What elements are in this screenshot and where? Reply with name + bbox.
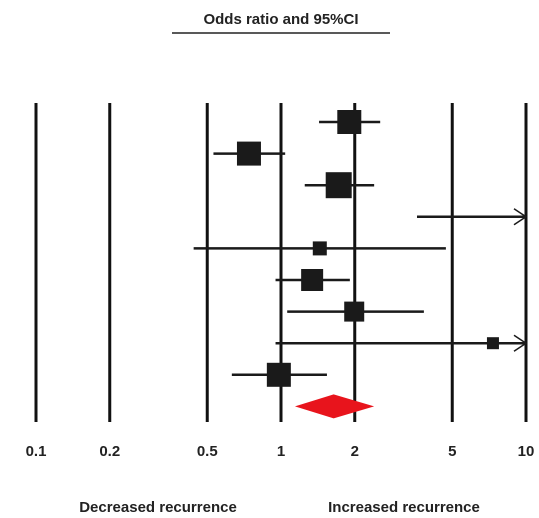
pooled-diamond [294, 394, 375, 419]
estimate-square [312, 241, 327, 256]
estimate-square [337, 110, 362, 134]
estimate-square [344, 301, 365, 322]
chart-title: Odds ratio and 95%CI [203, 11, 358, 28]
x-tick-label: 10 [518, 443, 535, 460]
x-tick-label: 0.5 [197, 443, 218, 460]
x-tick-label: 2 [351, 443, 359, 460]
ci-arrow [513, 208, 528, 226]
estimate-square [325, 172, 352, 199]
ci-arrow [513, 334, 528, 352]
estimate-square [236, 141, 261, 166]
x-tick-label: 0.2 [99, 443, 120, 460]
estimate-square [486, 337, 499, 350]
x-tick-label: 5 [448, 443, 456, 460]
x-label-right: Increased recurrence [328, 499, 480, 516]
estimate-square [301, 269, 324, 291]
x-label-left: Decreased recurrence [79, 499, 237, 516]
estimate-square [266, 362, 291, 387]
x-tick-label: 1 [277, 443, 285, 460]
x-tick-label: 0.1 [26, 443, 47, 460]
